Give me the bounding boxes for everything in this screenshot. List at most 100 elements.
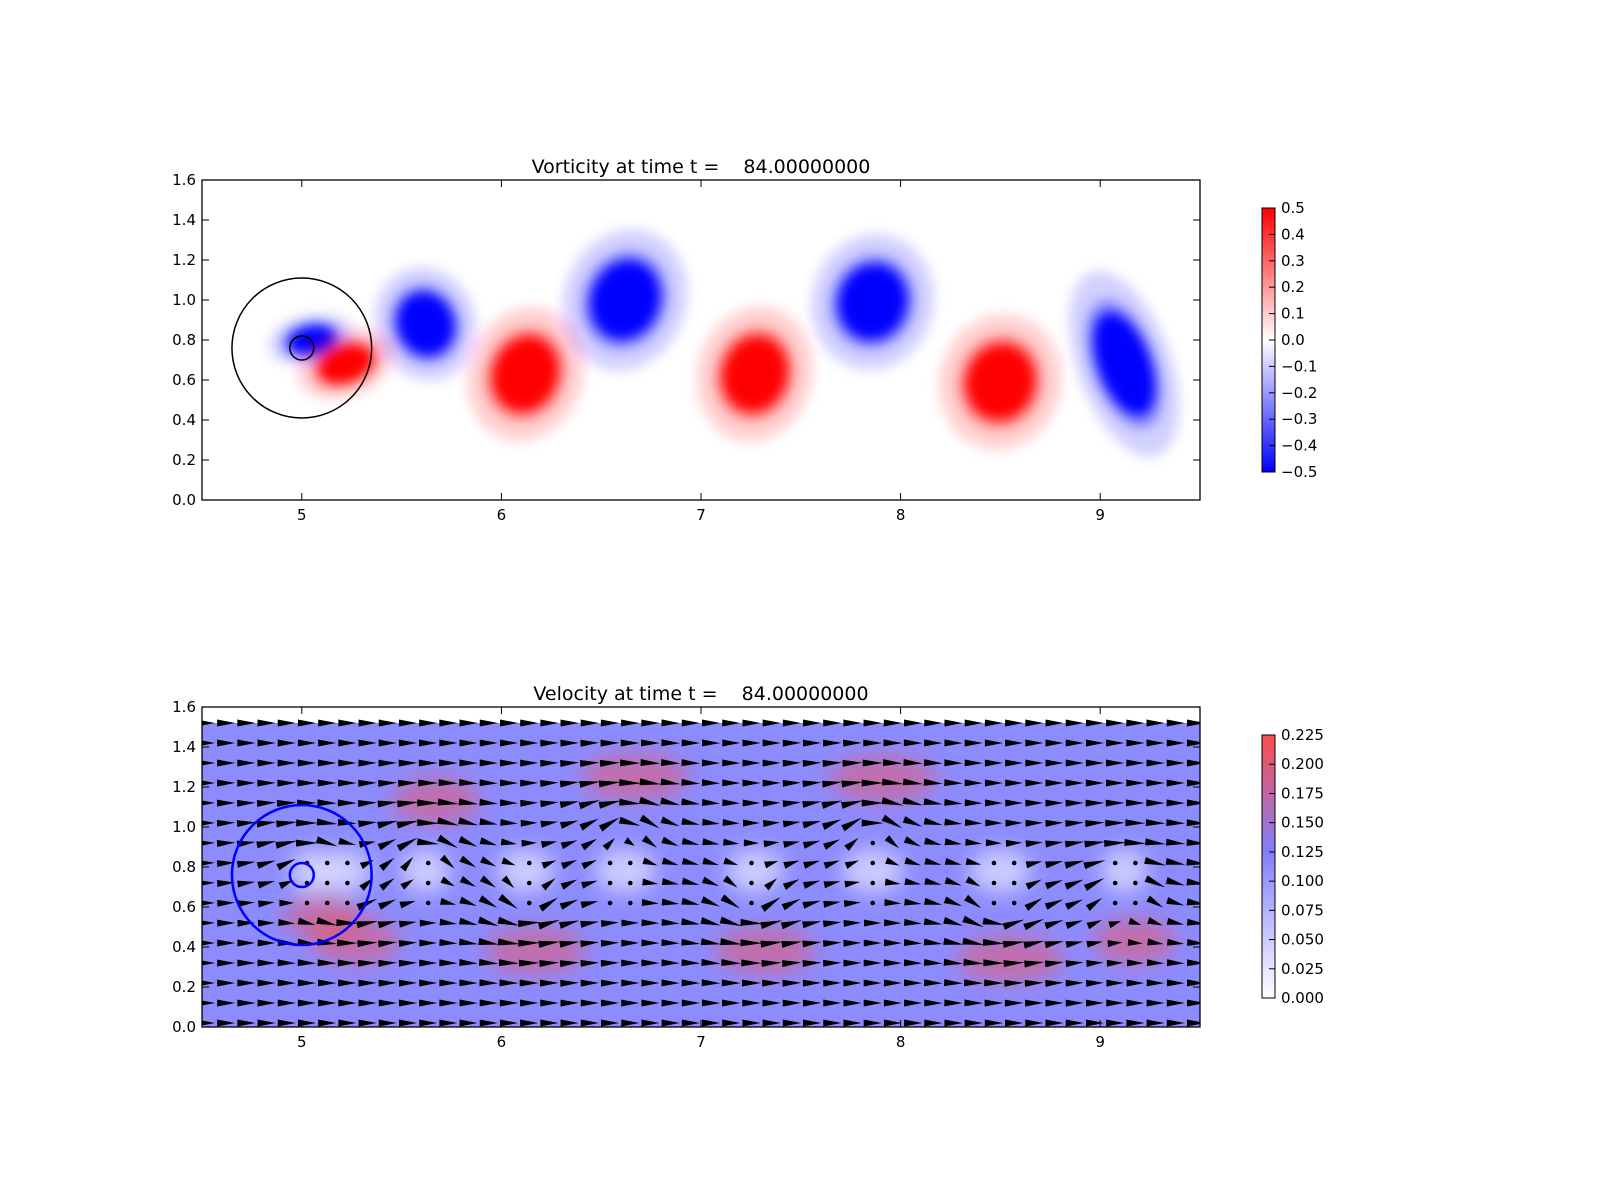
quiver-arrow [538,897,559,912]
quiver-arrow [722,719,741,727]
colorbar-tick-label: −0.1 [1281,357,1317,375]
quiver-arrow [416,838,440,846]
y-tick-label: 0.6 [172,371,196,389]
y-tick-label: 1.2 [172,251,196,269]
quiver-arrow [1045,999,1064,1007]
quiver-arrow [297,739,317,747]
quiver-arrow [621,719,640,727]
quiver-arrow [540,999,559,1007]
quiver-arrow [903,739,923,747]
quiver-arrow [216,799,236,807]
quiver-arrow [296,819,318,827]
quiver-arrow [257,939,276,947]
x-tick-label: 8 [896,506,906,524]
quiver-arrow [1025,840,1043,848]
quiver-arrow [578,800,601,810]
quiver-arrow [398,959,418,967]
quiver-arrow [479,999,499,1007]
quiver-arrow [1044,960,1064,968]
quiver-arrow [499,1019,519,1027]
quiver-arrow [336,919,359,927]
quiver-arrow [236,840,256,848]
quiver-arrow [701,798,721,806]
quiver-arrow [862,759,883,767]
quiver-arrow [720,938,743,946]
quiver-arrow [202,879,216,887]
quiver-arrow [904,898,922,906]
quiver-arrow [902,797,924,806]
quiver-arrow [202,719,216,727]
quiver-arrow [641,939,660,947]
quiver-arrow [257,959,276,967]
quiver-arrow [317,799,337,807]
quiver-arrow [1005,719,1024,727]
quiver-arrow [964,719,983,727]
quiver-arrow [1065,1019,1084,1027]
quiver-arrow [843,979,862,987]
quiver-arrow [439,1019,458,1027]
quiver-arrow [681,778,701,786]
x-tick-label: 5 [297,1033,307,1051]
quiver-arrow [297,759,317,767]
cylinder-circle [230,803,373,947]
quiver-dot [526,900,532,906]
quiver-arrow [1105,779,1125,787]
colorbar-tick-label: 0.3 [1281,252,1305,270]
quiver-arrow [661,979,680,987]
quiver-arrow [881,778,904,786]
quiver-arrow [843,959,862,967]
quiver-arrow [478,895,498,908]
quiver-arrow [1126,779,1145,787]
quiver-arrow [1106,959,1124,967]
quiver-arrow [539,960,560,968]
quiver-arrow [1044,920,1064,930]
quiver-arrow [379,857,395,871]
quiver-arrow [802,959,822,967]
quiver-dot [749,900,754,906]
quiver-arrow [440,876,455,887]
quiver-arrow [257,779,276,787]
quiver-arrow [257,979,276,987]
quiver-arrow [681,897,700,905]
quiver-arrow [439,897,457,905]
quiver-arrow [621,939,640,947]
quiver-arrow [701,739,721,747]
quiver-arrow [823,959,842,967]
quiver-arrow [520,819,538,827]
quiver-arrow [479,719,498,727]
quiver-arrow [1186,878,1200,886]
quiver-arrow [337,799,357,807]
quiver-arrow [202,959,216,967]
quiver-dot [991,900,997,906]
quiver-arrow [358,820,377,828]
quiver-arrow [1065,739,1084,747]
quiver-arrow [518,920,541,928]
quiver-arrow [520,779,539,787]
quiver-arrow [202,919,216,927]
quiver-arrow [276,820,298,828]
quiver-arrow [439,759,458,767]
quiver-arrow [518,939,541,947]
quiver-arrow [1126,759,1145,767]
quiver-arrow [1146,799,1165,807]
quiver-arrow [378,959,398,967]
quiver-arrow [599,759,621,767]
quiver-arrow [378,759,398,767]
quiver-arrow [661,739,680,747]
quiver-arrow [1146,779,1165,787]
quiver-arrow [1186,898,1200,906]
quiver-arrow [202,999,216,1007]
quiver-arrow [681,877,700,885]
quiver-arrow [619,779,642,787]
quiver-arrow [1166,819,1186,827]
quiver-arrow [1064,840,1085,848]
quiver-arrow [318,999,337,1007]
quiver-dot [345,860,350,866]
low-speed-core [496,849,555,893]
colorbar-tick-label: 0.1 [1281,305,1305,323]
quiver-arrow [782,1019,802,1027]
quiver-arrow [742,739,761,747]
quiver-arrow [1005,1019,1024,1027]
quiver-arrow [541,878,556,891]
quiver-arrow [1186,999,1200,1007]
